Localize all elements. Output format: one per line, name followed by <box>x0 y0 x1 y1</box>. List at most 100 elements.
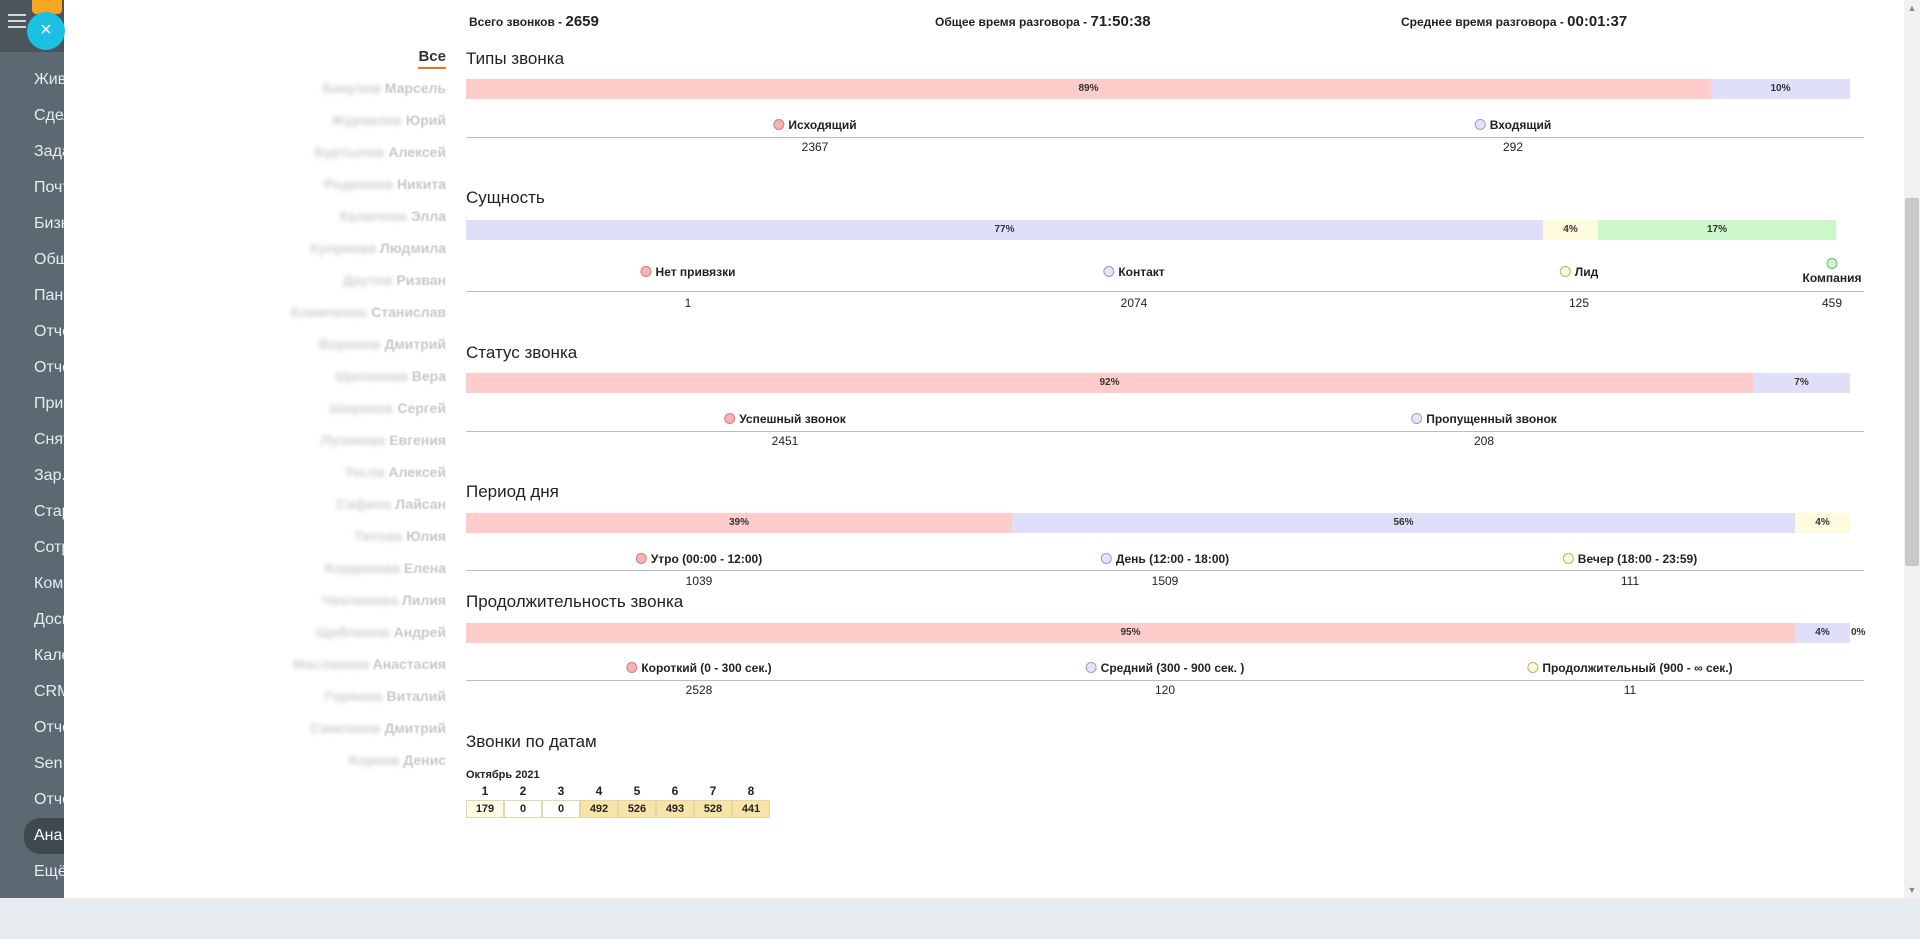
menu-icon <box>8 14 26 28</box>
total-calls-label: Всего звонков - <box>469 15 566 29</box>
employee-item[interactable]: Климченко Станислав <box>250 296 446 328</box>
legend-label: Короткий (0 - 300 сек.) <box>641 661 772 675</box>
employee-item[interactable]: Маслакова Анастасия <box>250 648 446 680</box>
employee-item[interactable]: Журавлев Юрий <box>250 104 446 136</box>
legend-item[interactable]: Исходящий <box>773 118 857 132</box>
employee-item[interactable]: Чеклинова Лилия <box>250 584 446 616</box>
legend-dot-icon <box>1100 553 1112 564</box>
bg-menu-item[interactable]: Отче <box>34 719 64 736</box>
legend-item[interactable]: Лид <box>1559 265 1598 279</box>
legend-item[interactable]: Короткий (0 - 300 сек.) <box>626 661 772 675</box>
bg-menu-item[interactable]: Бизн <box>34 215 64 232</box>
legend-item[interactable]: Успешный звонок <box>724 412 846 426</box>
calendar-value-cell[interactable]: 493 <box>656 800 694 818</box>
bg-menu-item[interactable]: Общ <box>34 251 64 268</box>
calendar-value-cell[interactable]: 0 <box>542 800 580 818</box>
legend-dot-icon <box>1085 662 1097 673</box>
legend-item[interactable]: Вечер (18:00 - 23:59) <box>1562 552 1697 566</box>
close-button[interactable]: × <box>27 12 65 50</box>
employee-item[interactable]: Халилова Элла <box>250 200 446 232</box>
bar-segment: 56% <box>1012 513 1795 533</box>
legend-item[interactable]: Средний (300 - 900 сек. ) <box>1085 661 1244 675</box>
bg-menu-item[interactable]: Стар <box>34 503 64 520</box>
employee-item[interactable]: Корданова Елена <box>250 552 446 584</box>
bar-segment: 17% <box>1598 220 1836 240</box>
legend-item[interactable]: Нет привязки <box>640 265 735 279</box>
employee-surname: Титова <box>354 528 403 544</box>
employee-item[interactable]: Куприева Людмила <box>250 232 446 264</box>
bg-menu-item[interactable]: CRM <box>34 683 64 700</box>
scroll-down-icon[interactable]: ▼ <box>1907 885 1917 895</box>
bg-menu-item[interactable]: Доск <box>34 611 64 628</box>
bg-menu-item[interactable]: Зада <box>34 143 64 160</box>
legend-dot-icon <box>635 553 647 564</box>
employee-item[interactable]: Воронов Дмитрий <box>250 328 446 360</box>
legend-item[interactable]: Утро (00:00 - 12:00) <box>635 552 762 566</box>
calendar-value-cell[interactable]: 441 <box>732 800 770 818</box>
employee-name: Алексей <box>388 144 446 160</box>
calendar-value-cell[interactable]: 0 <box>504 800 542 818</box>
employee-item[interactable]: Лузикова Евгения <box>250 424 446 456</box>
bg-menu-item[interactable]: Снят <box>34 431 64 448</box>
legend-item[interactable]: Пропущенный звонок <box>1411 412 1557 426</box>
calendar-value-cell[interactable]: 179 <box>466 800 504 818</box>
employee-surname: Горянов <box>324 688 383 704</box>
employee-item[interactable]: Корнев Денис <box>250 744 446 776</box>
bg-menu-item[interactable]: Сотр <box>34 539 64 556</box>
legend-label: Успешный звонок <box>739 412 846 426</box>
employee-item[interactable]: Тесла Алексей <box>250 456 446 488</box>
total-calls: Всего звонков - 2659 <box>469 13 599 30</box>
bg-menu-item[interactable]: Почт <box>34 179 64 196</box>
legend-item[interactable]: День (12:00 - 18:00) <box>1100 552 1229 566</box>
legend-item[interactable]: Контакт <box>1103 265 1165 279</box>
employee-item[interactable]: Щибланов Андрей <box>250 616 446 648</box>
divider <box>466 291 1864 292</box>
employee-name: Марсель <box>384 80 446 96</box>
employee-item[interactable]: Сафина Лайсан <box>250 488 446 520</box>
legend-dot-icon <box>773 119 785 130</box>
employee-item[interactable]: Широков Сергей <box>250 392 446 424</box>
scroll-up-icon[interactable]: ▲ <box>1907 3 1917 13</box>
employee-surname: Широков <box>329 400 394 416</box>
bg-menu-item[interactable]: Отче <box>34 323 64 340</box>
avg-talk-time: Среднее время разговора - 00:01:37 <box>1401 13 1627 30</box>
employee-surname: Даутов <box>342 272 393 288</box>
bg-menu-item[interactable]: Sen <box>34 755 63 772</box>
calendar-day: 8 <box>747 784 755 798</box>
bg-menu-item[interactable]: Ком <box>34 575 64 592</box>
employee-item[interactable]: Горянов Виталий <box>250 680 446 712</box>
total-talk-time-value: 71:50:38 <box>1090 13 1151 30</box>
bg-menu-item[interactable]: Ещё <box>34 863 64 880</box>
bg-menu-item[interactable]: Отче <box>34 791 64 808</box>
legend-dot-icon <box>1411 413 1423 424</box>
employee-item[interactable]: Щипанова Вера <box>250 360 446 392</box>
employee-list: Все Бакулов Марсель Журавлев Юрий Буртылев Ал… <box>250 48 446 776</box>
bg-menu-item[interactable]: Сдел <box>34 107 64 124</box>
employee-item[interactable]: Бакулов Марсель <box>250 72 446 104</box>
employee-item[interactable]: Родионов Никита <box>250 168 446 200</box>
employee-item[interactable]: Даутов Ризван <box>250 264 446 296</box>
bg-menu-item[interactable]: Зар. <box>34 467 64 484</box>
calendar-value-cell[interactable]: 492 <box>580 800 618 818</box>
bg-menu-item[interactable]: Кале <box>34 647 64 664</box>
legend-item[interactable]: Компания <box>1803 258 1861 285</box>
calendar-value-cell[interactable]: 526 <box>618 800 656 818</box>
employee-name: Лилия <box>401 592 446 608</box>
calendar-day: 3 <box>557 784 565 798</box>
bg-menu-item[interactable]: Жив <box>34 71 64 88</box>
scrollbar-thumb[interactable] <box>1905 198 1919 566</box>
bg-menu-item[interactable]: Отче <box>34 359 64 376</box>
employee-surname: Буртылев <box>314 144 385 160</box>
legend-item[interactable]: Продолжительный (900 - ∞ сек.) <box>1527 661 1733 675</box>
employee-filter-all[interactable]: Все <box>418 48 446 69</box>
bg-menu-item[interactable]: Пане <box>34 287 64 304</box>
employee-item[interactable]: Титова Юлия <box>250 520 446 552</box>
background-menu: Жив Сдел Зада Почт Бизн Общ Пане Отче От… <box>0 62 84 890</box>
legend-item[interactable]: Входящий <box>1474 118 1551 132</box>
bg-menu-item[interactable]: При <box>34 395 64 412</box>
employee-item[interactable]: Буртылев Алексей <box>250 136 446 168</box>
employee-item[interactable]: Самсонов Дмитрий <box>250 712 446 744</box>
logo-icon <box>32 0 62 14</box>
bar-segment: 4% <box>1795 623 1850 643</box>
calendar-value-cell[interactable]: 528 <box>694 800 732 818</box>
